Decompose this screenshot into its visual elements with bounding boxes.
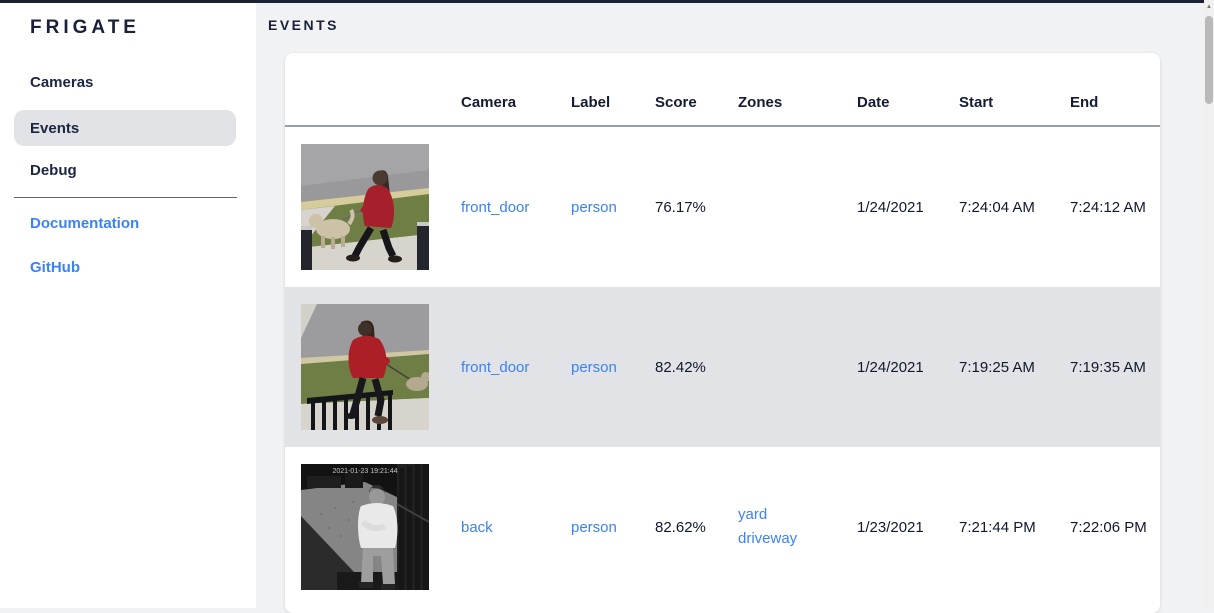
scrollbar-track[interactable]: ▲ bbox=[1204, 0, 1214, 608]
camera-cell: front_door bbox=[461, 359, 571, 376]
column-header-end: End bbox=[1070, 94, 1099, 111]
top-border bbox=[0, 0, 1204, 3]
event-thumbnail-cell: 2021-01-23 19:21:44 bbox=[285, 464, 461, 590]
start-cell: 7:21:44 PM bbox=[959, 518, 1036, 536]
score-cell: 76.17% bbox=[655, 198, 706, 216]
event-thumbnail-red-hoodie-dog bbox=[301, 304, 429, 430]
label-link[interactable]: person bbox=[571, 198, 617, 216]
label-cell: person bbox=[571, 199, 655, 216]
sidebar-divider bbox=[14, 197, 237, 198]
score-cell: 82.62% bbox=[655, 518, 706, 536]
sidebar-item-debug[interactable]: Debug bbox=[30, 162, 77, 179]
date-cell: 1/24/2021 bbox=[857, 198, 924, 216]
event-thumbnail-cell bbox=[285, 144, 461, 270]
camera-link[interactable]: front_door bbox=[461, 358, 530, 376]
label-cell: person bbox=[571, 359, 655, 376]
table-row[interactable]: 2021-01-23 19:21:44 back person 82.62% y… bbox=[285, 447, 1160, 607]
zone-link[interactable]: driveway bbox=[738, 530, 798, 547]
scroll-up-icon: ▲ bbox=[1206, 4, 1212, 10]
label-link[interactable]: person bbox=[571, 518, 617, 536]
date-cell: 1/24/2021 bbox=[857, 358, 924, 376]
start-cell: 7:24:04 AM bbox=[959, 198, 1035, 216]
column-header-thumbnail bbox=[285, 111, 461, 125]
sidebar-item-events[interactable]: Events bbox=[14, 110, 236, 146]
table-row-selected[interactable]: front_door person 82.42% 1/24/2021 7:19:… bbox=[285, 287, 1160, 447]
scroll-up-button[interactable]: ▲ bbox=[1204, 0, 1214, 14]
sidebar-item-events-label: Events bbox=[30, 119, 80, 137]
score-cell: 82.42% bbox=[655, 358, 706, 376]
camera-cell: front_door bbox=[461, 199, 571, 216]
column-header-zones: Zones bbox=[738, 94, 783, 111]
table-row[interactable]: front_door person 76.17% 1/24/2021 7:24:… bbox=[285, 127, 1160, 287]
sidebar-item-cameras[interactable]: Cameras bbox=[30, 74, 94, 91]
zone-link[interactable]: yard bbox=[738, 506, 768, 523]
camera-link[interactable]: back bbox=[461, 518, 493, 536]
end-cell: 7:22:06 PM bbox=[1070, 518, 1147, 536]
zones-cell: yard driveway bbox=[738, 503, 857, 551]
event-thumbnail-night-person: 2021-01-23 19:21:44 bbox=[301, 464, 429, 590]
link-github[interactable]: GitHub bbox=[30, 259, 80, 276]
label-link[interactable]: person bbox=[571, 358, 617, 376]
scrollbar-thumb[interactable] bbox=[1205, 16, 1213, 104]
end-cell: 7:24:12 AM bbox=[1070, 198, 1146, 216]
event-thumbnail-red-coat-dog bbox=[301, 144, 429, 270]
page-title: EVENTS bbox=[268, 17, 340, 33]
link-documentation[interactable]: Documentation bbox=[30, 215, 140, 232]
label-cell: person bbox=[571, 519, 655, 536]
events-card: Camera Label Score Zones Date Start End bbox=[285, 53, 1160, 613]
end-cell: 7:19:35 AM bbox=[1070, 358, 1146, 376]
event-thumbnail-cell bbox=[285, 304, 461, 430]
date-cell: 1/23/2021 bbox=[857, 518, 924, 536]
start-cell: 7:19:25 AM bbox=[959, 358, 1035, 376]
table-header-row: Camera Label Score Zones Date Start End bbox=[285, 53, 1160, 127]
column-header-date: Date bbox=[857, 94, 890, 111]
camera-link[interactable]: front_door bbox=[461, 198, 530, 216]
column-header-camera: Camera bbox=[461, 94, 517, 111]
camera-cell: back bbox=[461, 519, 571, 536]
thumbnail-timestamp-overlay: 2021-01-23 19:21:44 bbox=[333, 468, 398, 475]
app-logo: FRIGATE bbox=[30, 17, 140, 38]
column-header-score: Score bbox=[655, 94, 697, 111]
column-header-label: Label bbox=[571, 94, 611, 111]
column-header-start: Start bbox=[959, 94, 994, 111]
sidebar: FRIGATE Cameras Events Debug Documentati… bbox=[0, 0, 256, 608]
